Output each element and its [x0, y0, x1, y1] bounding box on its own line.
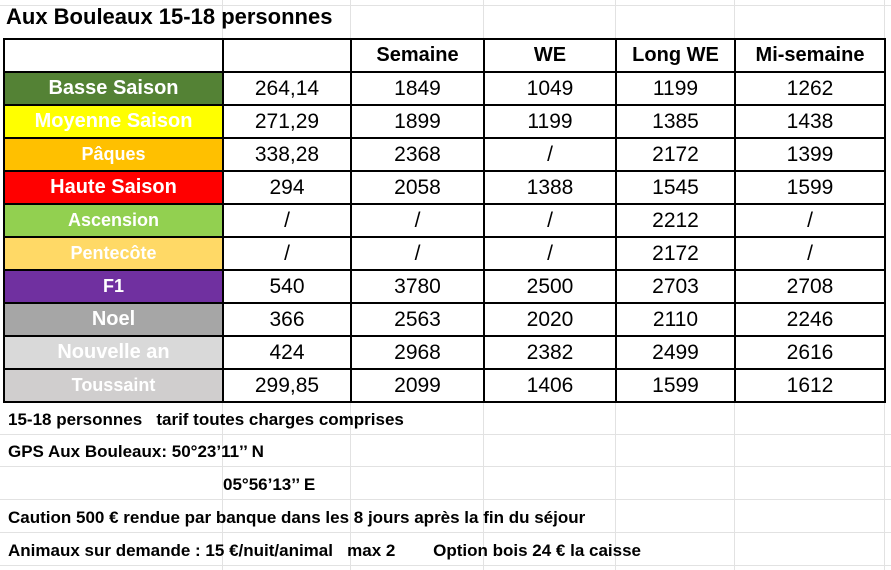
value-cell: 338,28 — [222, 137, 352, 172]
value-cell: 2500 — [483, 269, 617, 304]
gps-longitude: 05°56’13’’ E — [223, 475, 316, 494]
value-cell: 2110 — [615, 302, 736, 337]
value-cell: 1406 — [483, 368, 617, 403]
rates-table: Semaine WE Long WE Mi-semaine Basse Sais… — [3, 38, 886, 403]
value-cell: 2058 — [350, 170, 485, 205]
gps-latitude: GPS Aux Bouleaux: 50°23’11’’ N — [8, 442, 264, 461]
sheet-title: Aux Bouleaux 15-18 personnes — [6, 4, 333, 29]
header-cell-mi-semaine: Mi-semaine — [734, 38, 886, 73]
value-cell: 294 — [222, 170, 352, 205]
header-row: Semaine WE Long WE Mi-semaine — [3, 38, 886, 73]
value-cell: 1545 — [615, 170, 736, 205]
value-cell: 540 — [222, 269, 352, 304]
value-cell: / — [222, 236, 352, 271]
season-cell: Toussaint — [3, 368, 224, 403]
value-cell: 2968 — [350, 335, 485, 370]
value-cell: 2212 — [615, 203, 736, 238]
value-cell: 1599 — [615, 368, 736, 403]
value-cell: 271,29 — [222, 104, 352, 139]
value-cell: 1388 — [483, 170, 617, 205]
value-cell: 2020 — [483, 302, 617, 337]
value-cell: 2099 — [350, 368, 485, 403]
value-cell: 1199 — [615, 71, 736, 106]
value-cell: 2703 — [615, 269, 736, 304]
value-cell: / — [483, 236, 617, 271]
table-row: Haute Saison 294 2058 1388 1545 1599 — [3, 170, 886, 205]
value-cell: 1262 — [734, 71, 886, 106]
season-cell: Pâques — [3, 137, 224, 172]
header-cell-nightly — [222, 38, 352, 73]
table-row: Basse Saison 264,14 1849 1049 1199 1262 — [3, 71, 886, 106]
value-cell: 2499 — [615, 335, 736, 370]
value-cell: 2382 — [483, 335, 617, 370]
value-cell: 1385 — [615, 104, 736, 139]
table-row: Toussaint 299,85 2099 1406 1599 1612 — [3, 368, 886, 403]
season-cell: F1 — [3, 269, 224, 304]
value-cell: 2563 — [350, 302, 485, 337]
value-cell: 2708 — [734, 269, 886, 304]
value-cell: 1199 — [483, 104, 617, 139]
value-cell: 1849 — [350, 71, 485, 106]
value-cell: 1049 — [483, 71, 617, 106]
table-row: Moyenne Saison 271,29 1899 1199 1385 143… — [3, 104, 886, 139]
value-cell: 1599 — [734, 170, 886, 205]
header-cell-long-we: Long WE — [615, 38, 736, 73]
value-cell: / — [483, 137, 617, 172]
value-cell: 1399 — [734, 137, 886, 172]
table-row: Nouvelle an 424 2968 2382 2499 2616 — [3, 335, 886, 370]
value-cell: / — [350, 236, 485, 271]
value-cell: 1899 — [350, 104, 485, 139]
table-row: Pâques 338,28 2368 / 2172 1399 — [3, 137, 886, 172]
table-row: Noel 366 2563 2020 2110 2246 — [3, 302, 886, 337]
value-cell: / — [350, 203, 485, 238]
value-cell: 299,85 — [222, 368, 352, 403]
value-cell: / — [734, 236, 886, 271]
table-row: Pentecôte / / / 2172 / — [3, 236, 886, 271]
value-cell: 2368 — [350, 137, 485, 172]
season-cell: Basse Saison — [3, 71, 224, 106]
deposit-note: Caution 500 € rendue par banque dans les… — [8, 508, 586, 527]
header-cell-we: WE — [483, 38, 617, 73]
value-cell: 1438 — [734, 104, 886, 139]
season-cell: Moyenne Saison — [3, 104, 224, 139]
value-cell: 3780 — [350, 269, 485, 304]
value-cell: 2616 — [734, 335, 886, 370]
header-cell-season — [3, 38, 224, 73]
pets-firewood-note: Animaux sur demande : 15 €/nuit/animal m… — [8, 541, 641, 560]
value-cell: 2246 — [734, 302, 886, 337]
value-cell: / — [222, 203, 352, 238]
value-cell: 2172 — [615, 137, 736, 172]
season-cell: Nouvelle an — [3, 335, 224, 370]
value-cell: / — [734, 203, 886, 238]
season-cell: Noel — [3, 302, 224, 337]
value-cell: 1612 — [734, 368, 886, 403]
table-row: F1 540 3780 2500 2703 2708 — [3, 269, 886, 304]
value-cell: 424 — [222, 335, 352, 370]
season-cell: Pentecôte — [3, 236, 224, 271]
value-cell: / — [483, 203, 617, 238]
pricing-note: 15-18 personnes tarif toutes charges com… — [8, 410, 404, 429]
header-cell-semaine: Semaine — [350, 38, 485, 73]
value-cell: 366 — [222, 302, 352, 337]
table-row: Ascension / / / 2212 / — [3, 203, 886, 238]
season-cell: Haute Saison — [3, 170, 224, 205]
value-cell: 264,14 — [222, 71, 352, 106]
value-cell: 2172 — [615, 236, 736, 271]
season-cell: Ascension — [3, 203, 224, 238]
